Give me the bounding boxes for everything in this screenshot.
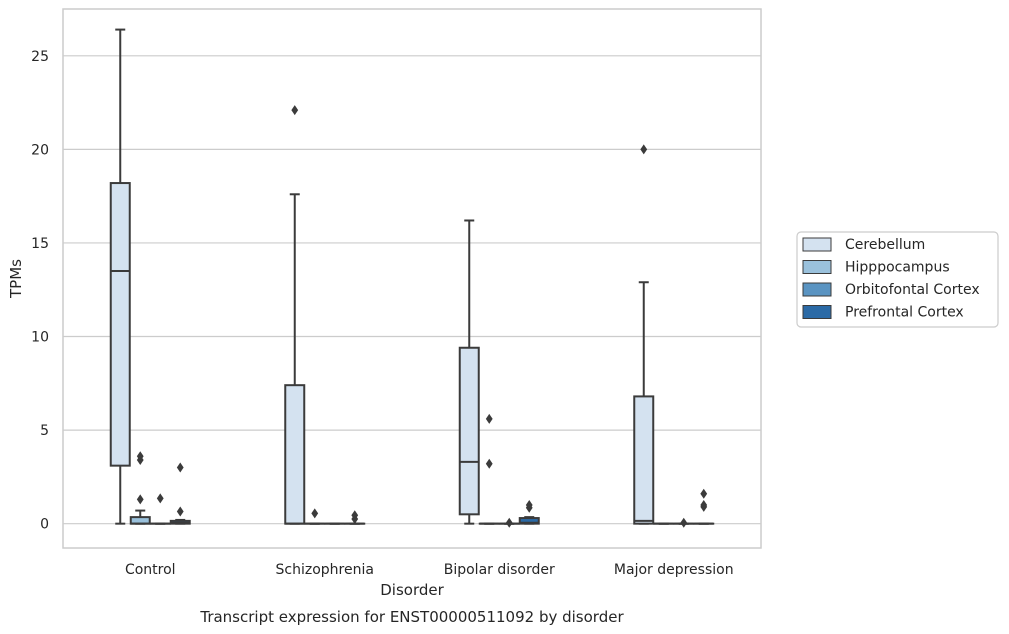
box-prefrontal-cortex-3 <box>693 488 715 525</box>
legend-swatch <box>802 237 832 252</box>
y-tick-label: 20 <box>31 142 49 158</box>
box-orbitofontal-cortex-3 <box>673 517 695 528</box>
outlier-point <box>176 506 184 517</box>
outlier-point <box>176 462 184 473</box>
box-orbitofontal-cortex-2 <box>498 517 520 528</box>
y-axis-ticks: 0 5 10 15 20 25 <box>31 49 49 533</box>
x-axis-label: Disorder <box>380 581 444 599</box>
y-tick-label: 5 <box>40 423 49 439</box>
box-cerebellum-1 <box>284 105 306 525</box>
legend-swatch <box>802 282 832 297</box>
y-tick-label: 0 <box>40 517 49 533</box>
box-hipppocampus-2 <box>478 413 500 525</box>
outlier-point <box>505 517 513 528</box>
outlier-point <box>525 499 533 510</box>
y-tick-label: 10 <box>31 330 49 346</box>
outlier-point <box>311 508 319 519</box>
box-orbitofontal-cortex-0 <box>149 493 171 525</box>
y-tick-label: 25 <box>31 49 49 65</box>
x-tick-label: Schizophrenia <box>276 562 374 578</box>
outlier-point <box>700 488 708 499</box>
outlier-point <box>351 510 359 521</box>
x-tick-label: Major depression <box>614 562 734 578</box>
x-tick-label: Control <box>125 562 176 578</box>
box-iqr <box>284 384 306 525</box>
box-iqr <box>458 346 480 516</box>
x-tick-label: Bipolar disorder <box>444 562 555 578</box>
box-hipppocampus-1 <box>304 508 326 525</box>
chart-caption: Transcript expression for ENST0000051109… <box>199 608 624 626</box>
box-cerebellum-0 <box>109 28 131 525</box>
legend-swatch <box>802 260 832 274</box>
legend-label: Cerebellum <box>845 237 925 253</box>
box-prefrontal-cortex-0 <box>169 462 191 525</box>
box-cerebellum-2 <box>458 219 480 525</box>
outlier-point <box>136 451 144 462</box>
box-prefrontal-cortex-1 <box>344 510 366 525</box>
x-axis-ticks: Control Schizophrenia Bipolar disorder Majo… <box>125 562 734 578</box>
legend-frame <box>796 231 999 328</box>
outlier-point <box>680 517 688 528</box>
box-cerebellum-3 <box>633 144 655 525</box>
axes-frame <box>62 8 762 549</box>
legend-label: Prefrontal Cortex <box>845 305 964 321</box>
y-tick-label: 15 <box>31 236 49 252</box>
grid-lines <box>63 55 761 525</box>
outlier-point <box>291 105 299 116</box>
box-iqr <box>633 395 655 525</box>
legend: Cerebellum Hipppocampus Orbitofontal Corte… <box>796 231 999 328</box>
outlier-point <box>136 494 144 505</box>
outlier-point <box>485 458 493 469</box>
legend-swatch <box>802 305 832 319</box>
legend-label: Hipppocampus <box>845 260 950 276</box>
outlier-point <box>700 499 708 510</box>
box-iqr <box>109 182 131 467</box>
outlier-point <box>640 144 648 155</box>
outlier-point <box>485 413 493 424</box>
box-prefrontal-cortex-2 <box>518 499 540 525</box>
outlier-point <box>156 493 164 504</box>
legend-label: Orbitofontal Cortex <box>845 282 980 298</box>
box-plot-area <box>109 28 715 528</box>
y-axis-label: TPMs <box>7 259 25 299</box>
box-hipppocampus-0 <box>129 451 151 525</box>
